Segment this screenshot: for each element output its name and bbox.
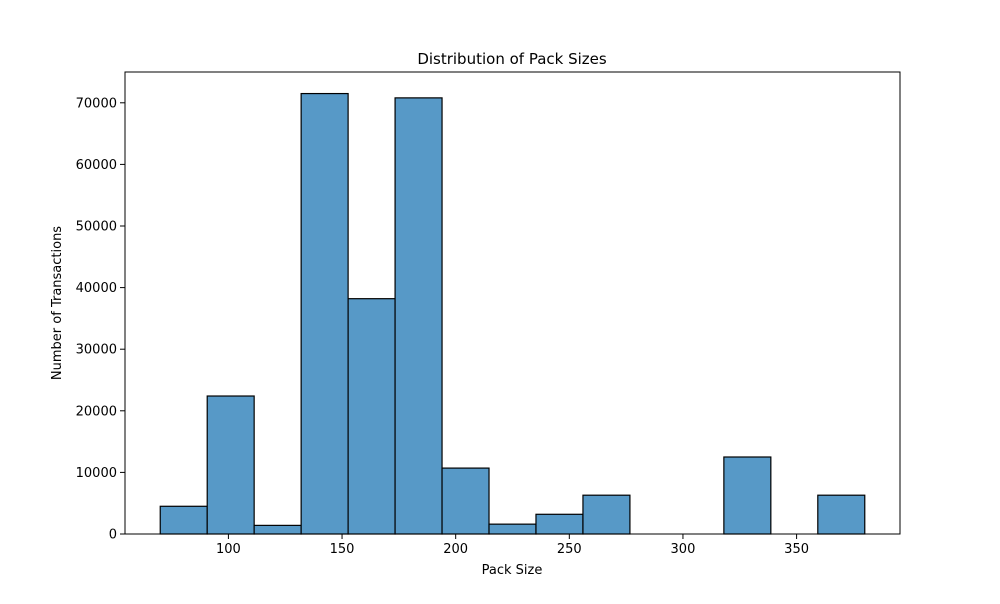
chart-title: Distribution of Pack Sizes [417,50,607,68]
histogram-bar-3 [300,92,349,535]
x-tick-label: 150 [330,542,355,557]
histogram-bar-0 [159,505,208,535]
y-tick-label: 50000 [76,220,117,235]
x-axis-label: Pack Size [482,563,543,578]
y-tick-label: 10000 [76,466,117,481]
bars-group [159,92,866,535]
x-tick-label: 100 [216,542,241,557]
x-tick-label: 300 [671,542,696,557]
plot-area-frame [124,71,901,535]
y-tick-label: 40000 [76,281,117,296]
y-tick-label: 0 [109,528,117,543]
histogram-bar-8 [535,513,584,535]
y-tick-label: 30000 [76,343,117,358]
y-tick-label: 70000 [76,96,117,111]
histogram-bar-14 [817,494,866,535]
y-tick-label: 60000 [76,158,117,173]
histogram-bar-1 [206,395,255,535]
histogram-bar-9 [582,494,631,535]
x-tick-label: 200 [443,542,468,557]
histogram-bar-4 [347,298,396,535]
x-axis-ticks: 100 150 200 250 300 350 [216,534,809,557]
histogram-bar-12 [723,456,772,535]
histogram-bar-7 [488,523,537,535]
x-tick-label: 350 [784,542,809,557]
histogram-bar-5 [394,97,443,535]
histogram-bar-2 [253,524,302,535]
histogram-bar-6 [441,467,490,535]
y-tick-label: 20000 [76,404,117,419]
y-axis-ticks: 0 10000 20000 30000 40000 50000 60000 70000 [76,96,125,543]
y-axis-label: Number of Transactions [50,226,65,380]
x-tick-label: 250 [557,542,582,557]
